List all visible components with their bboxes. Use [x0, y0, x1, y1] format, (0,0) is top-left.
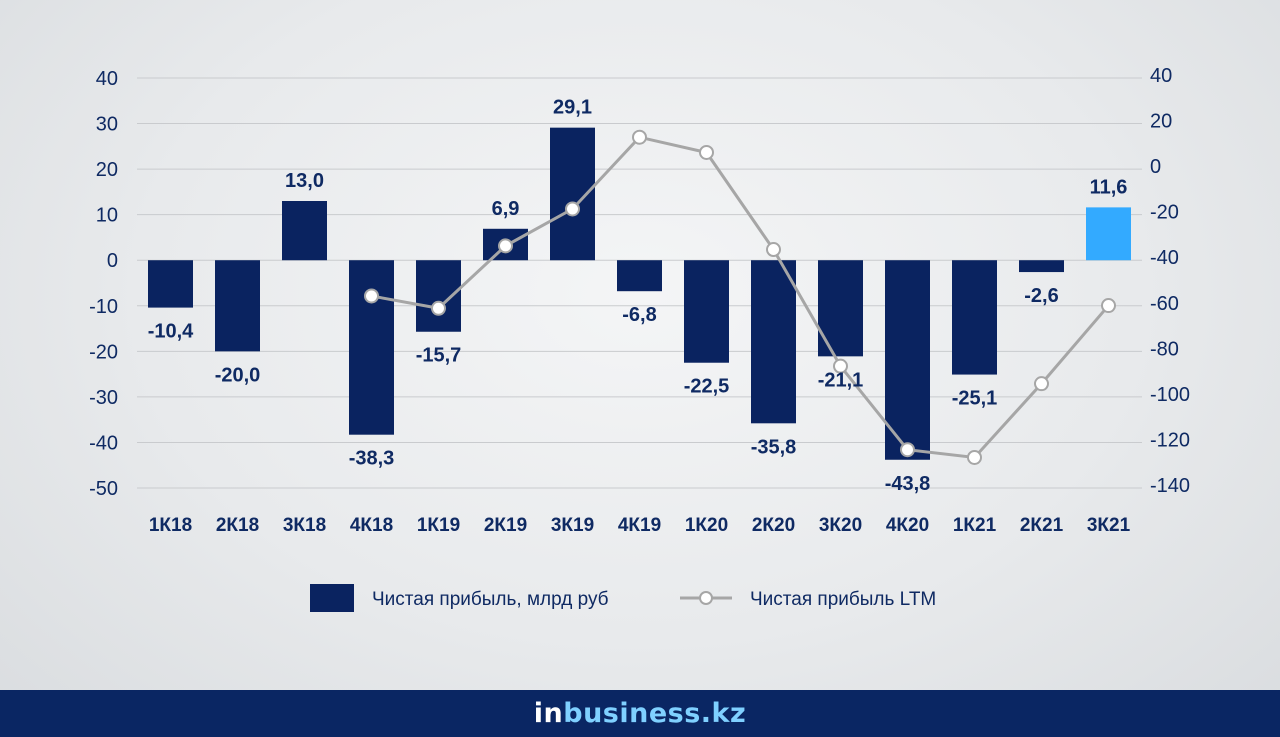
left-axis-tick: 30	[96, 114, 118, 136]
category-label: 3К19	[551, 515, 594, 536]
data-label: -25,1	[952, 388, 998, 410]
category-label: 2К19	[484, 515, 527, 536]
right-axis-tick: -120	[1150, 429, 1190, 451]
category-label: 1К19	[417, 515, 460, 536]
logo-in: in	[533, 698, 564, 729]
left-axis-tick: -50	[89, 478, 118, 500]
right-axis-tick: -140	[1150, 475, 1190, 497]
bar	[282, 201, 327, 261]
ltm-point	[498, 238, 513, 254]
bar	[684, 260, 729, 363]
category-label: 2К21	[1020, 515, 1064, 536]
right-axis-tick: 20	[1150, 111, 1172, 133]
logo-business: business.kz	[563, 698, 747, 729]
left-axis-tick: 10	[96, 205, 118, 227]
ltm-point	[766, 242, 781, 258]
bar	[952, 260, 997, 375]
data-label: -20,0	[215, 364, 261, 386]
ltm-point	[1034, 376, 1049, 392]
ltm-point	[900, 442, 915, 458]
ltm-point	[565, 201, 580, 217]
data-label: 13,0	[285, 170, 324, 192]
data-label: 29,1	[553, 97, 592, 119]
value-labels: -10,4 -20,0 13,0 -38,3 -15,7 6,9 29,1 -6,8 -22,5…	[148, 97, 1128, 495]
left-axis-tick: -10	[89, 296, 118, 318]
left-axis-tick: -40	[89, 432, 118, 454]
category-label: 3К21	[1087, 515, 1131, 536]
right-axis-tick: -60	[1150, 293, 1179, 315]
category-label: 4К19	[618, 515, 661, 536]
data-label: -21,1	[818, 369, 864, 391]
left-axis: 40 30 20 10 0 -10 -20 -30 -40 -50	[89, 68, 118, 500]
category-label: 1К21	[953, 515, 997, 536]
left-axis-tick: -20	[89, 341, 118, 363]
legend-swatch-bar	[310, 584, 354, 612]
legend-label-bar: Чистая прибыль, млрд руб	[372, 589, 609, 610]
left-axis-tick: -30	[89, 387, 118, 409]
category-labels: 1К18 2К18 3К18 4К18 1К19 2К19 3К19 4К19 1К20 2К20…	[149, 515, 1131, 536]
ltm-point	[431, 300, 446, 316]
ltm-point	[967, 449, 982, 465]
right-axis-tick: -100	[1150, 384, 1190, 406]
legend-label-line: Чистая прибыль LTM	[750, 589, 936, 610]
bar	[349, 260, 394, 435]
data-label: -10,4	[148, 321, 194, 343]
bar	[416, 260, 461, 332]
category-label: 2К20	[752, 515, 795, 536]
data-label: 11,6	[1090, 176, 1128, 198]
footer-banner: inbusiness.kz	[0, 690, 1280, 737]
data-label: -2,6	[1024, 285, 1058, 307]
bars	[148, 127, 1131, 460]
category-label: 2К18	[216, 515, 259, 536]
bar	[215, 260, 260, 352]
left-axis-tick: 40	[96, 68, 118, 90]
legend: Чистая прибыль, млрд руб Чистая прибыль …	[310, 584, 936, 612]
data-label: -22,5	[684, 376, 730, 398]
category-label: 1К20	[685, 515, 728, 536]
bar	[1019, 260, 1064, 273]
data-label: 6,9	[492, 198, 520, 220]
ltm-point	[1101, 298, 1116, 314]
legend-swatch-marker	[699, 591, 713, 605]
right-axis-tick: -40	[1150, 247, 1179, 269]
category-label: 3К18	[283, 515, 326, 536]
bar	[148, 260, 193, 308]
right-axis-tick: 40	[1150, 65, 1172, 87]
category-label: 4К20	[886, 515, 929, 536]
ltm-line-path	[371, 135, 1110, 460]
data-label: -35,8	[751, 436, 797, 458]
site-logo: inbusiness.kz	[534, 698, 746, 729]
ltm-line	[364, 129, 1116, 465]
right-axis-tick: -20	[1150, 202, 1179, 224]
data-label: -43,8	[885, 473, 931, 495]
category-label: 1К18	[149, 515, 192, 536]
bar	[885, 260, 930, 460]
right-axis-tick: -80	[1150, 338, 1179, 360]
left-axis-tick: 20	[96, 159, 118, 181]
ltm-point	[699, 144, 714, 160]
category-label: 4К18	[350, 515, 393, 536]
bar	[751, 260, 796, 424]
data-label: -6,8	[622, 304, 656, 326]
category-label: 3К20	[819, 515, 862, 536]
right-axis-tick: 0	[1150, 156, 1161, 178]
ltm-point	[632, 129, 647, 145]
right-axis: 40 20 0 -20 -40 -60 -80 -100 -120 -140	[1150, 65, 1190, 497]
left-axis-tick: 0	[107, 250, 118, 272]
bar	[1086, 207, 1131, 261]
ltm-point	[364, 288, 379, 304]
ltm-point	[833, 358, 848, 374]
data-label: -38,3	[349, 448, 395, 470]
data-label: -15,7	[416, 345, 462, 367]
bar	[617, 260, 662, 292]
bar	[818, 260, 863, 357]
